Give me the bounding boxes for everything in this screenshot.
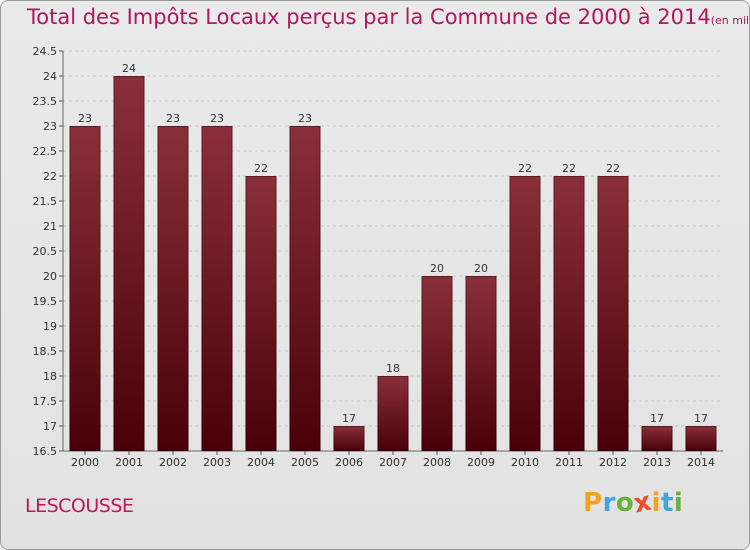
data-label-2014: 17 (694, 412, 708, 425)
y-tick-label: 18 (43, 370, 57, 383)
data-label-2013: 17 (650, 412, 664, 425)
data-label-2003: 23 (210, 112, 224, 125)
data-label-2012: 22 (606, 162, 620, 175)
chart-title: Total des Impôts Locaux perçus par la Co… (27, 5, 750, 29)
bar-2000[interactable] (69, 126, 101, 451)
bar-outline (597, 176, 629, 451)
x-tick-label-2004: 2004 (247, 456, 275, 469)
y-tick-label: 19 (43, 320, 57, 333)
logo-letter: i (673, 488, 684, 518)
bar-outline (69, 126, 101, 451)
x-tick-label-2005: 2005 (291, 456, 319, 469)
commune-name: LESCOUSSE (25, 495, 134, 517)
data-label-2009: 20 (474, 262, 488, 275)
x-tick-label-2014: 2014 (687, 456, 715, 469)
y-tick-label: 23.5 (33, 95, 58, 108)
y-tick-label: 24.5 (33, 45, 58, 58)
bar-2007[interactable] (377, 376, 409, 451)
bar-2011[interactable] (553, 176, 585, 451)
bar-outline (465, 276, 497, 451)
x-tick-label-2000: 2000 (71, 456, 99, 469)
bar-2002[interactable] (157, 126, 189, 451)
bar-2005[interactable] (289, 126, 321, 451)
proxiti-logo: Proxiti (583, 487, 684, 520)
bar-2003[interactable] (201, 126, 233, 451)
y-tick-label: 18.5 (33, 345, 58, 358)
bar-2010[interactable] (509, 176, 541, 451)
data-label-2000: 23 (78, 112, 92, 125)
y-tick-label: 17 (43, 420, 57, 433)
bar-2004[interactable] (245, 176, 277, 451)
bar-2009[interactable] (465, 276, 497, 451)
y-tick-label: 17.5 (33, 395, 58, 408)
bar-outline (245, 176, 277, 451)
data-label-2005: 23 (298, 112, 312, 125)
bar-outline (641, 426, 673, 451)
bar-outline (377, 376, 409, 451)
y-tick-label: 20 (43, 270, 57, 283)
x-tick-label-2002: 2002 (159, 456, 187, 469)
bar-outline (553, 176, 585, 451)
x-tick-label-2010: 2010 (511, 456, 539, 469)
data-label-2004: 22 (254, 162, 268, 175)
y-tick-label: 19.5 (33, 295, 58, 308)
logo-letter: r (602, 488, 616, 518)
logo-letter: t (660, 488, 674, 518)
bar-outline (157, 126, 189, 451)
y-tick-label: 23 (43, 120, 57, 133)
title-text: Total des Impôts Locaux perçus par la Co… (27, 5, 711, 29)
bar-2001[interactable] (113, 76, 145, 451)
x-tick-label-2012: 2012 (599, 456, 627, 469)
logo-letter: P (583, 488, 603, 518)
bar-outline (289, 126, 321, 451)
y-tick-label: 20.5 (33, 245, 58, 258)
x-tick-label-2009: 2009 (467, 456, 495, 469)
bar-outline (201, 126, 233, 451)
x-tick-label-2006: 2006 (335, 456, 363, 469)
bar-2006[interactable] (333, 426, 365, 451)
logo-letter: i (651, 488, 661, 518)
bar-2013[interactable] (641, 426, 673, 451)
x-tick-label-2008: 2008 (423, 456, 451, 469)
y-tick-label: 22.5 (33, 145, 58, 158)
bar-outline (685, 426, 717, 451)
bar-outline (113, 76, 145, 451)
data-label-2006: 17 (342, 412, 356, 425)
unit-text: (en milliers d'€) (710, 14, 750, 27)
x-tick-label-2001: 2001 (115, 456, 143, 469)
y-tick-label: 16.5 (33, 445, 58, 458)
bar-2008[interactable] (421, 276, 453, 451)
data-label-2007: 18 (386, 362, 400, 375)
logo-letter: o (615, 488, 635, 518)
bar-2014[interactable] (685, 426, 717, 451)
data-label-2010: 22 (518, 162, 532, 175)
data-label-2011: 22 (562, 162, 576, 175)
data-label-2008: 20 (430, 262, 444, 275)
y-tick-label: 24 (43, 70, 57, 83)
bar-outline (333, 426, 365, 451)
x-tick-label-2007: 2007 (379, 456, 407, 469)
x-tick-label-2003: 2003 (203, 456, 231, 469)
y-tick-label: 21 (43, 220, 57, 233)
y-tick-label: 21.5 (33, 195, 58, 208)
y-tick-label: 22 (43, 170, 57, 183)
bar-outline (421, 276, 453, 451)
bar-outline (509, 176, 541, 451)
bar-2012[interactable] (597, 176, 629, 451)
x-tick-label-2011: 2011 (555, 456, 583, 469)
x-tick-label-2013: 2013 (643, 456, 671, 469)
data-label-2002: 23 (166, 112, 180, 125)
data-label-2001: 24 (122, 62, 136, 75)
